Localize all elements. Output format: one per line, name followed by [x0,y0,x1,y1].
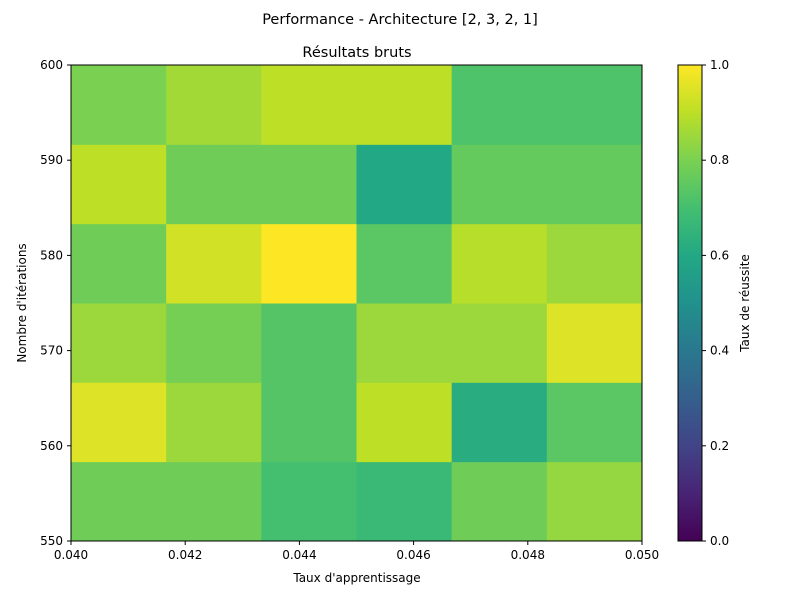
x-tick-label: 0.050 [625,548,659,562]
heatmap-cell [261,65,357,145]
x-tick-label: 0.048 [511,548,545,562]
colorbar [677,64,703,542]
heatmap-cell [546,303,643,383]
heatmap-cell [356,223,453,304]
colorbar-label: Taux de réussite [738,254,752,353]
x-tick-label: 0.046 [396,548,430,562]
heatmap-cell [166,303,262,383]
heatmap-cell [166,65,262,145]
heatmap-cell [71,303,167,383]
heatmap-cell [546,144,643,225]
colorbar-tick-label: 0.0 [710,534,729,548]
heatmap-cell [356,382,453,463]
colorbar-tick-label: 0.6 [710,248,729,262]
heatmap-cell [261,144,357,225]
heatmap-cell [166,382,262,463]
chart-title: Résultats bruts [302,45,411,61]
heatmap-cell [451,223,548,304]
heatmap-cell [546,65,643,145]
y-axis-ticks: 550 560 570 580 590 600 [40,58,71,548]
heatmap-cell [451,303,548,383]
colorbar-tick-label: 0.2 [710,439,729,453]
heatmap-cell [261,461,357,542]
heatmap-cell [71,144,167,225]
heatmap-cell [261,303,357,383]
x-tick-label: 0.042 [168,548,202,562]
heatmap-cell [166,223,262,304]
heatmap-cell [451,382,548,463]
x-tick-label: 0.044 [282,548,316,562]
colorbar-tick-label: 0.8 [710,153,729,167]
heatmap-cell [261,223,357,304]
x-axis-ticks: 0.040 0.042 0.044 0.046 0.048 0.050 [54,541,659,562]
heatmap-cell [356,461,453,542]
colorbar-ticks: 0.0 0.2 0.4 0.6 0.8 1.0 [702,58,729,548]
heatmap-cell [71,382,167,463]
heatmap-cell [71,65,167,145]
y-tick-label: 580 [40,248,63,262]
heatmap-cell [71,223,167,304]
heatmap-cell [166,144,262,225]
heatmap-cell [546,223,643,304]
colorbar-tick-label: 0.4 [710,344,729,358]
heatmap-cell [451,65,548,145]
x-axis-label: Taux d'apprentissage [292,571,420,585]
heatmap-cell [261,382,357,463]
figure-suptitle: Performance - Architecture [2, 3, 2, 1] [262,12,538,28]
heatmap-cell [356,144,453,225]
y-tick-label: 560 [40,439,63,453]
y-tick-label: 570 [40,344,63,358]
heatmap-cell [546,461,643,542]
x-tick-label: 0.040 [54,548,88,562]
y-axis-label: Nombre d'itérations [15,243,29,362]
y-tick-label: 590 [40,153,63,167]
heatmap-cell [546,382,643,463]
heatmap-cell [451,144,548,225]
heatmap-cell [356,65,453,145]
heatmap-cells [71,65,643,542]
y-tick-label: 600 [40,58,63,72]
plot-frame [70,64,643,542]
heatmap-cell [71,461,167,542]
heatmap-cell [356,303,453,383]
heatmap-cell [451,461,548,542]
heatmap-cell [166,461,262,542]
colorbar-tick-label: 1.0 [710,58,729,72]
y-tick-label: 550 [40,534,63,548]
